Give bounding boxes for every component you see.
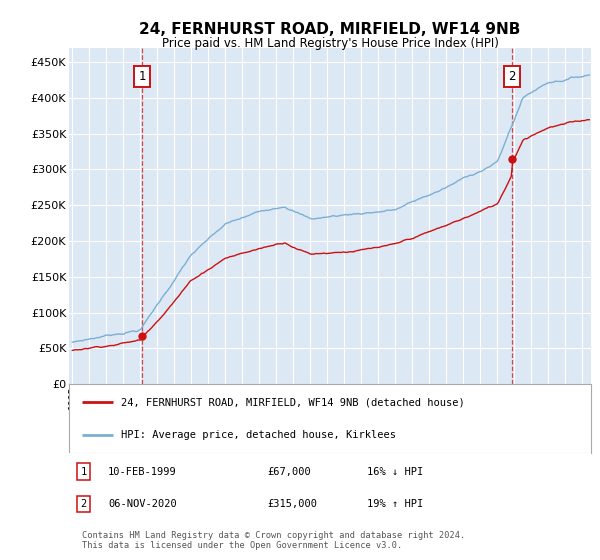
Text: Price paid vs. HM Land Registry's House Price Index (HPI): Price paid vs. HM Land Registry's House … [161, 37, 499, 50]
Text: 2: 2 [80, 499, 87, 509]
Text: 1: 1 [139, 70, 146, 83]
Text: HPI: Average price, detached house, Kirklees: HPI: Average price, detached house, Kirk… [121, 431, 396, 440]
Text: 10-FEB-1999: 10-FEB-1999 [108, 466, 177, 477]
Text: 2: 2 [508, 70, 515, 83]
Text: £67,000: £67,000 [268, 466, 311, 477]
Text: 24, FERNHURST ROAD, MIRFIELD, WF14 9NB: 24, FERNHURST ROAD, MIRFIELD, WF14 9NB [139, 22, 521, 38]
Text: 24, FERNHURST ROAD, MIRFIELD, WF14 9NB (detached house): 24, FERNHURST ROAD, MIRFIELD, WF14 9NB (… [121, 397, 465, 407]
Text: 06-NOV-2020: 06-NOV-2020 [108, 499, 177, 509]
Text: £315,000: £315,000 [268, 499, 317, 509]
Text: 19% ↑ HPI: 19% ↑ HPI [367, 499, 423, 509]
Text: 16% ↓ HPI: 16% ↓ HPI [367, 466, 423, 477]
Text: Contains HM Land Registry data © Crown copyright and database right 2024.
This d: Contains HM Land Registry data © Crown c… [82, 530, 466, 550]
Text: 1: 1 [80, 466, 87, 477]
